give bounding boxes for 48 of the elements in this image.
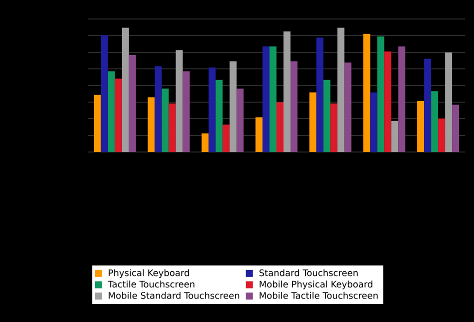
bar <box>128 55 136 152</box>
legend-label: Mobile Physical Keyboard <box>260 280 372 290</box>
bar <box>122 28 129 152</box>
bar <box>262 46 270 152</box>
bar <box>284 31 290 152</box>
legend-label: Mobile Standard Touchscreen <box>108 292 240 299</box>
bar <box>154 66 162 152</box>
bar <box>208 67 216 152</box>
bar <box>431 91 438 152</box>
bar <box>94 94 101 152</box>
bar <box>176 50 183 152</box>
bar <box>330 104 338 152</box>
bar <box>255 117 262 152</box>
legend-label: Standard Touchscreen <box>259 269 358 276</box>
bar <box>114 78 122 152</box>
bar <box>424 58 432 152</box>
bar <box>452 104 460 152</box>
bar <box>276 102 284 152</box>
bar <box>162 88 169 152</box>
bar <box>323 80 330 152</box>
bar <box>108 71 115 152</box>
bar <box>148 97 155 152</box>
bar <box>363 34 370 152</box>
bar <box>230 61 237 152</box>
bar <box>168 104 176 152</box>
bar <box>391 120 398 152</box>
bar <box>182 71 190 152</box>
legend-label: Tactile Touchscreen <box>108 280 194 288</box>
bar <box>270 46 276 152</box>
legend-label: Physical Keyboard <box>108 269 189 278</box>
bar <box>445 52 452 152</box>
bar <box>337 28 344 152</box>
bar <box>202 133 209 152</box>
bar <box>290 61 298 152</box>
bar <box>222 124 230 152</box>
bar <box>370 92 378 152</box>
bar <box>398 46 406 152</box>
bar <box>100 35 108 152</box>
bar <box>344 62 352 152</box>
bar <box>216 80 223 152</box>
legend-label: Mobile Tactile Touchscreen <box>260 292 378 299</box>
bar <box>316 38 324 152</box>
bar <box>384 51 392 152</box>
bar <box>377 36 384 152</box>
bar <box>438 118 446 152</box>
bar <box>309 92 316 152</box>
bar <box>417 101 424 152</box>
bar <box>236 88 244 152</box>
